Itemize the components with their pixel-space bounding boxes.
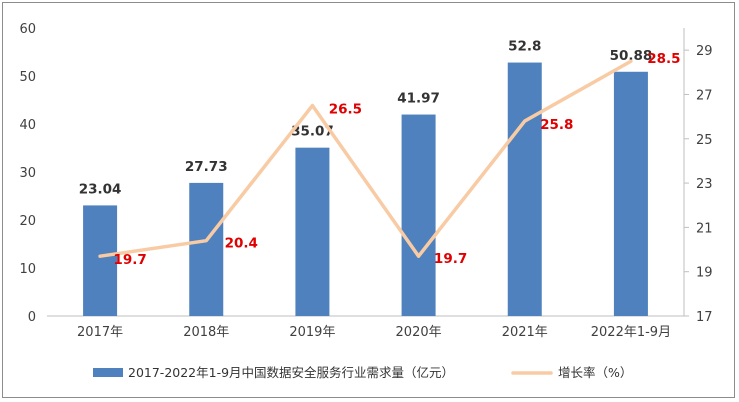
left-y-tick-label: 30 [19,166,36,181]
left-y-tick-label: 40 [19,118,36,133]
x-tick-label: 2018年 [183,325,229,340]
bar-value-label: 35.07 [291,124,334,140]
left-y-tick-label: 20 [19,214,36,229]
left-y-tick-label: 60 [19,22,36,37]
left-y-tick-label: 50 [19,70,36,85]
bar-value-label: 50.88 [610,48,653,64]
growth-rate-label: 19.7 [113,252,146,268]
bar-value-label: 27.73 [185,159,228,175]
combo-chart: 0 10 20 30 40 50 60 17 19 21 23 25 27 29 2017年 2018年 201… [19,22,713,380]
right-y-tick-label: 17 [696,310,713,325]
growth-rate-label: 28.5 [647,51,680,67]
bar [83,205,118,316]
bar [189,182,224,316]
right-y-tick-label: 23 [696,177,713,192]
left-y-tick-label: 0 [28,310,36,325]
bar-value-label: 23.04 [79,181,122,197]
growth-rate-label: 20.4 [225,236,258,252]
x-tick-label: 2022年1-9月 [591,325,671,340]
growth-rate-label: 25.8 [540,117,573,133]
right-y-tick-label: 29 [696,44,713,59]
bar [613,71,648,316]
growth-rate-line [98,59,633,258]
legend-bar-swatch [93,368,123,377]
bar-value-label: 41.97 [397,91,440,107]
bar [401,114,436,316]
x-tick-label: 2019年 [289,325,335,340]
right-y-tick-label: 19 [696,266,713,281]
chart-frame: 0 10 20 30 40 50 60 17 19 21 23 25 27 29 2017年 2018年 201… [2,2,735,398]
left-y-tick-label: 10 [19,262,36,277]
right-y-tick-label: 25 [696,133,713,148]
x-tick-label: 2020年 [396,325,442,340]
legend-line-label: 增长率（%） [558,365,632,380]
bar [295,147,330,316]
growth-rate-label: 26.5 [329,102,362,118]
x-tick-label: 2021年 [502,325,548,340]
growth-rate-label: 19.7 [434,251,467,267]
bar [507,62,542,317]
legend-bar-label: 2017-2022年1-9月中国数据安全服务行业需求量（亿元） [128,365,454,380]
right-y-tick-label: 27 [696,88,713,103]
bar-value-label: 52.8 [508,39,541,55]
x-tick-label: 2017年 [77,325,123,340]
right-y-tick-label: 21 [696,221,713,236]
